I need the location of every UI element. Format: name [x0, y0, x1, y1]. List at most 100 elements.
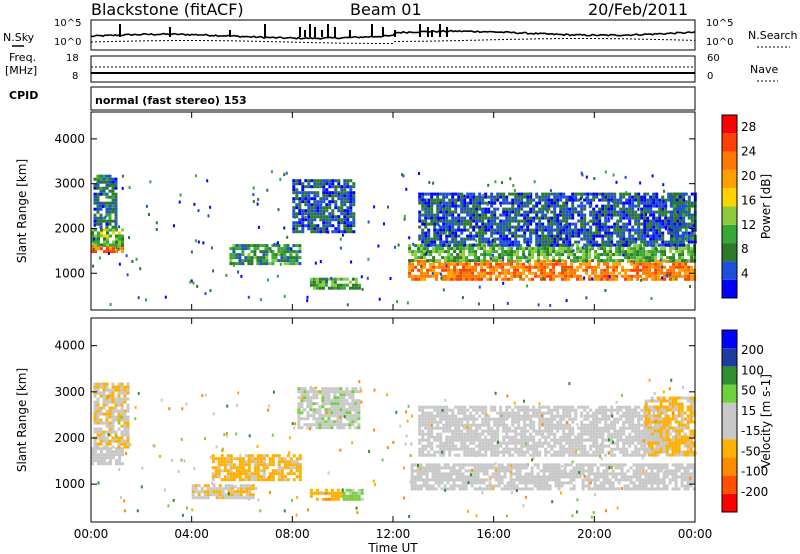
- rti-cell: [271, 259, 275, 263]
- rti-cell: [250, 478, 254, 482]
- rti-cell: [443, 463, 447, 467]
- rti-cell: [561, 265, 565, 269]
- rti-cell: [512, 184, 515, 187]
- rti-cell: [96, 198, 100, 202]
- rti-cell: [670, 234, 674, 238]
- rti-cell: [685, 200, 688, 204]
- rti-cell: [665, 487, 669, 491]
- rti-cell: [259, 259, 263, 263]
- rti-cell: [413, 487, 417, 491]
- rti-cell: [650, 475, 654, 479]
- rti-cell: [191, 487, 195, 491]
- rti-cell: [681, 213, 685, 217]
- rti-cell: [480, 265, 484, 269]
- rti-cell: [349, 200, 353, 204]
- rti-cell: [487, 237, 491, 241]
- rti-cell: [357, 426, 361, 430]
- rti-cell: [537, 253, 541, 257]
- rti-cell: [99, 418, 103, 422]
- rti-cell: [310, 179, 314, 183]
- rti-cell: [232, 457, 236, 461]
- rti-cell: [457, 198, 461, 202]
- rti-cell: [635, 469, 639, 473]
- rti-cell: [608, 472, 612, 476]
- rti-cell: [318, 414, 322, 418]
- rti-cell: [292, 244, 296, 248]
- rti-cell: [103, 228, 106, 232]
- rti-cell: [102, 216, 106, 220]
- rti-cell: [563, 475, 567, 479]
- rti-cell: [114, 433, 118, 437]
- rti-cell: [328, 200, 332, 204]
- rti-cell: [462, 253, 466, 257]
- rti-cell: [316, 200, 320, 204]
- rti-cell: [490, 225, 494, 229]
- rti-cell: [271, 256, 275, 260]
- rti-cell: [427, 207, 431, 211]
- rti-cell: [126, 445, 130, 449]
- rti-cell: [564, 259, 568, 263]
- rti-cell: [121, 462, 124, 466]
- rti-cell: [259, 250, 263, 254]
- rti-cell: [481, 228, 485, 232]
- rti-cell: [563, 466, 567, 470]
- rti-cell: [295, 206, 299, 210]
- rti-cell: [635, 466, 639, 470]
- rti-cell: [660, 271, 664, 275]
- rti-cell: [333, 390, 337, 394]
- rti-cell: [557, 475, 561, 479]
- rti-cell: [576, 274, 580, 278]
- rti-cell: [477, 302, 480, 306]
- rti-cell: [664, 213, 668, 217]
- rti-cell: [418, 426, 422, 430]
- rti-cell: [102, 397, 106, 401]
- rti-cell: [348, 396, 352, 400]
- rti-cell: [592, 231, 596, 235]
- rti-cell: [307, 209, 311, 213]
- rti-cell: [91, 250, 94, 254]
- rti-cell: [502, 243, 506, 247]
- rti-cell: [424, 231, 428, 235]
- rti-cell: [538, 228, 542, 232]
- rti-cell: [316, 182, 320, 186]
- rti-cell: [448, 242, 451, 246]
- rti-cell: [572, 475, 576, 479]
- rti-cell: [424, 240, 428, 244]
- rti-cell: [491, 484, 495, 488]
- rti-cell: [99, 406, 103, 410]
- rti-cell: [105, 385, 109, 389]
- rti-cell: [433, 198, 437, 202]
- rti-cell: [595, 204, 599, 208]
- rti-cell: [555, 262, 559, 266]
- rti-cell: [336, 283, 340, 287]
- rti-cell: [422, 481, 426, 485]
- rti-cell: [241, 244, 245, 248]
- rti-cell: [549, 253, 553, 257]
- rti-cell: [262, 475, 266, 479]
- rti-cell: [645, 262, 649, 266]
- rti-cell: [99, 439, 103, 443]
- rti-cell: [668, 481, 672, 485]
- rti-cell: [105, 213, 109, 217]
- rti-cell: [421, 213, 425, 217]
- rti-cell: [274, 253, 278, 257]
- rti-cell: [536, 478, 540, 482]
- rti-cell: [560, 472, 564, 476]
- rti-cell: [256, 247, 260, 251]
- rti-cell: [354, 414, 358, 418]
- rti-cell: [569, 487, 573, 491]
- rti-cell: [446, 487, 450, 491]
- rti-cell: [655, 231, 659, 235]
- rti-cell: [319, 230, 323, 234]
- rti-cell: [445, 426, 449, 430]
- rti-cell: [114, 406, 118, 410]
- rti-cell: [607, 231, 611, 235]
- rti-cell: [333, 399, 337, 403]
- rti-cell: [632, 484, 636, 488]
- rti-cell: [457, 204, 461, 208]
- rti-cell: [491, 238, 494, 242]
- rti-cell: [206, 179, 209, 183]
- rti-cell: [520, 225, 524, 229]
- rti-cell: [238, 478, 242, 482]
- rti-cell: [468, 262, 472, 266]
